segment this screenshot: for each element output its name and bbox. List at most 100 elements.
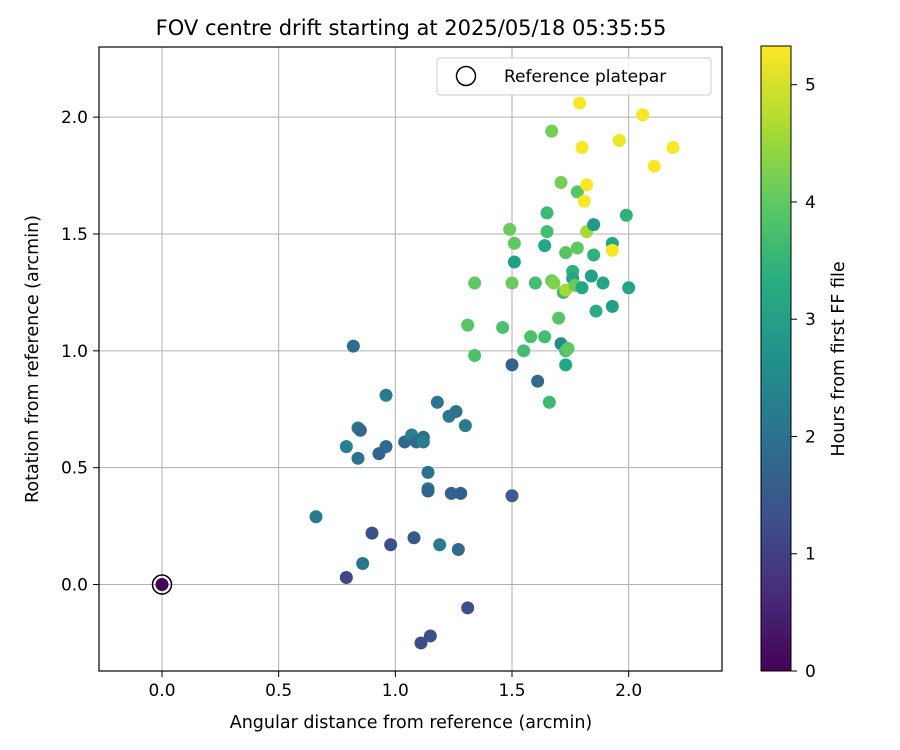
data-point [636,108,650,122]
data-point [496,320,510,334]
data-point [346,339,360,353]
data-point [587,218,601,232]
colorbar-label: Hours from first FF file [829,261,849,456]
y-axis-label: Rotation from reference (arcmin) [23,215,43,503]
y-tick-label: 0.5 [61,459,88,479]
data-point [589,304,603,318]
colorbar-tick-label: 0 [805,662,816,682]
data-point [554,176,568,190]
data-point [524,330,538,344]
y-tick-label: 2.0 [61,108,88,128]
x-axis-label: Angular distance from reference (arcmin) [230,713,593,733]
data-point [339,571,353,585]
x-tick-label: 0.5 [265,681,292,701]
data-point [468,348,482,362]
data-point [454,486,468,500]
y-tick-label: 1.5 [61,225,88,245]
data-point [458,419,472,433]
data-point [580,178,594,192]
data-point [309,510,323,524]
colorbar-tick-label: 3 [805,310,816,330]
data-point [379,440,393,454]
colorbar-ticks: 0 1 2 3 4 5 [791,76,816,682]
data-point [461,318,475,332]
data-point [540,206,554,220]
data-point [531,374,545,388]
data-point [547,276,561,290]
data-point [596,276,610,290]
data-point [444,486,458,500]
data-point [528,276,542,290]
reference-point [155,578,169,592]
data-point [421,484,435,498]
data-point [384,538,398,552]
colorbar-tick-label: 5 [805,76,816,96]
data-point [507,255,521,269]
data-point [468,276,482,290]
data-point [605,299,619,313]
data-point [407,531,421,545]
data-point [503,222,517,236]
data-point [561,341,575,355]
data-point [505,489,519,503]
data-point [423,629,437,643]
data-point [353,423,367,437]
reference-platepar-marker [151,574,173,595]
legend-box [436,57,712,96]
colorbar-gradient [760,45,792,672]
colorbar-tick-label: 4 [805,193,816,213]
x-tick-label: 1.0 [382,681,409,701]
data-point [351,451,365,465]
data-point [507,236,521,250]
plot-frame [98,46,723,672]
x-tick-label: 0.0 [148,681,175,701]
data-point [619,208,633,222]
data-point [575,140,589,154]
data-point [545,124,559,138]
data-point [505,276,519,290]
legend-label-reference: Reference platepar [504,67,666,87]
colorbar-tick-label: 1 [805,545,816,565]
data-point [559,246,573,260]
data-point [538,330,552,344]
data-point [538,239,552,253]
data-point [573,96,587,110]
data-point [605,243,619,257]
data-point [612,133,626,147]
x-tick-label: 2.0 [615,681,642,701]
data-point [433,538,447,552]
data-point [379,388,393,402]
y-tick-label: 1.0 [61,342,88,362]
data-point [622,281,636,295]
data-points [151,96,680,650]
data-point [584,269,598,283]
data-point [451,542,465,556]
x-tick-label: 1.5 [498,681,525,701]
data-point [414,636,428,650]
data-point [461,601,475,615]
colorbar: 0 1 2 3 4 5 Hours from first FF file [760,45,849,682]
data-point [577,194,591,208]
data-point [430,395,444,409]
data-point [570,241,584,255]
data-point [517,344,531,358]
data-point [552,311,566,325]
data-point [356,556,370,570]
legend-marker-reference [455,65,477,87]
data-point [449,405,463,419]
data-point [587,248,601,262]
chart-title: FOV centre drift starting at 2025/05/18 … [156,16,667,40]
data-point [365,526,379,540]
data-point [416,435,430,449]
grid [99,47,722,671]
data-point [542,395,556,409]
data-point [339,440,353,454]
data-point [666,140,680,154]
data-point [540,225,554,239]
data-point [421,465,435,479]
legend: Reference platepar [436,57,712,96]
axis-ticks: 0.0 0.5 1.0 1.5 2.0 0.0 0.5 1.0 1.5 2.0 [61,108,642,701]
data-point [647,159,661,173]
data-point [559,358,573,372]
